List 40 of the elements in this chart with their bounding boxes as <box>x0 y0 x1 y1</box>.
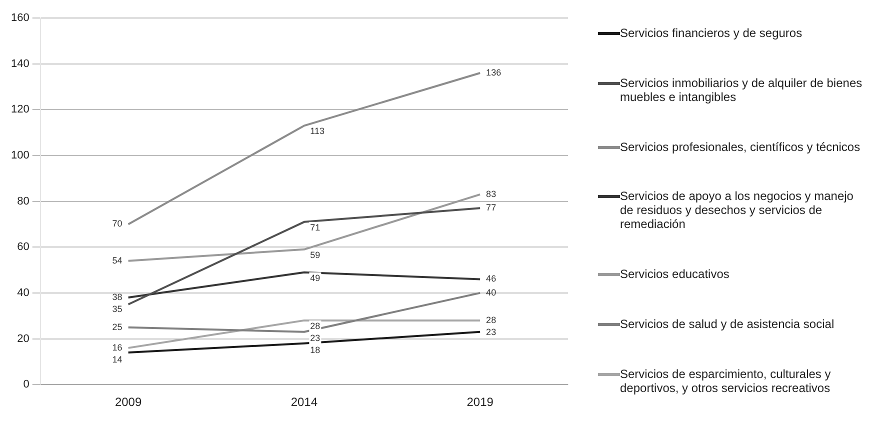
data-label: 83 <box>486 188 496 199</box>
y-tick-label: 40 <box>17 286 30 299</box>
data-label: 59 <box>310 250 320 260</box>
legend-label: Servicios de apoyo a los negocios y manejo de residuos y desechos y servicios de remediación <box>620 189 854 232</box>
data-label: 113 <box>310 126 325 136</box>
y-tick-label: 60 <box>17 241 30 254</box>
data-label: 38 <box>112 292 122 302</box>
legend-label: Servicios de salud y de asistencia social <box>620 317 834 332</box>
data-label: 40 <box>486 287 496 298</box>
x-tick-label: 2019 <box>466 395 494 410</box>
y-tick-label: 80 <box>17 195 30 208</box>
data-label: 18 <box>310 344 320 355</box>
y-tick-label: 100 <box>10 150 30 162</box>
y-tick-label: 140 <box>10 58 30 70</box>
data-label: 49 <box>310 272 320 283</box>
data-label: 23 <box>486 326 496 337</box>
data-label: 77 <box>486 202 496 213</box>
legend-label: Servicios educativos <box>620 267 730 282</box>
y-tick-label: 20 <box>17 332 30 345</box>
x-tick-label: 2014 <box>290 395 318 410</box>
data-label: 136 <box>486 67 502 78</box>
data-label: 46 <box>486 274 496 284</box>
data-label: 70 <box>112 218 122 229</box>
data-label: 23 <box>310 332 320 343</box>
data-label: 35 <box>112 304 122 314</box>
legend-label: Servicios inmobiliarios y de alquiler de bienes muebles e intangibles <box>620 76 864 104</box>
data-label: 14 <box>112 354 122 364</box>
legend-label: Servicios profesionales, científicos y técnicos <box>620 140 860 154</box>
y-tick-label: 160 <box>10 12 30 24</box>
data-label: 28 <box>486 314 496 325</box>
data-label: 54 <box>112 255 122 266</box>
data-label: 25 <box>112 322 122 332</box>
data-label: 28 <box>310 320 320 331</box>
data-label: 16 <box>112 342 122 352</box>
y-tick-label: 0 <box>23 378 30 391</box>
y-tick-label: 120 <box>10 104 30 116</box>
legend-label: Servicios financieros y de seguros <box>620 26 802 40</box>
x-tick-label: 2009 <box>114 395 142 410</box>
data-label: 71 <box>310 222 320 232</box>
legend-label: Servicios de esparcimiento, culturales y deportivos, y otros servicios recreativos <box>620 366 832 395</box>
